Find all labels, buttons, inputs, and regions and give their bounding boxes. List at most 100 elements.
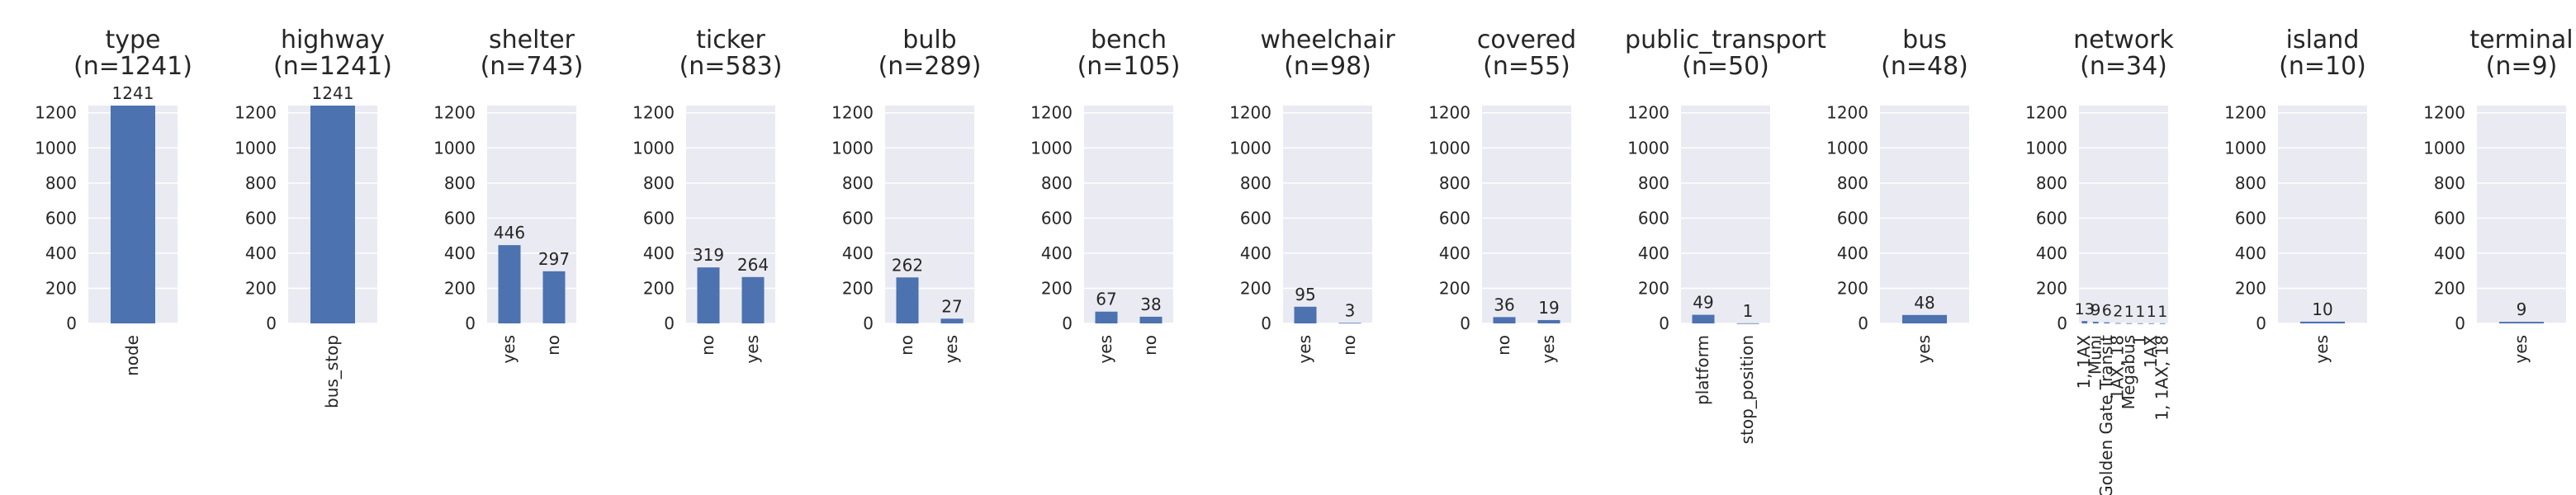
- y-tick-label: 400: [2434, 243, 2465, 263]
- bar: [1736, 323, 1759, 324]
- y-tick-label: 1000: [632, 138, 675, 158]
- y-tick-label: 1200: [831, 103, 874, 123]
- x-tick-label: platform: [1693, 335, 1712, 405]
- x-tick-label: no: [897, 335, 916, 356]
- plot-area: [1283, 106, 1372, 323]
- y-tick-label: 600: [1041, 208, 1073, 228]
- bar: [2126, 323, 2133, 324]
- y-tick-label: 400: [1638, 243, 1669, 263]
- plot-area: [1482, 106, 1571, 323]
- y-tick-label: 600: [1439, 208, 1470, 228]
- subplot-0: 0 200 400 600 800 1000 1200 type (n=1241)1241 nod…: [35, 26, 192, 376]
- x-tick-label: yes: [1096, 335, 1115, 364]
- data-label: 1: [1743, 301, 1754, 321]
- data-label: 446: [494, 223, 525, 243]
- x-tick-label: yes: [1538, 335, 1558, 364]
- y-tick-label: 200: [1240, 278, 1271, 298]
- y-tick-label: 1200: [1826, 103, 1868, 123]
- y-tick-label: 800: [2036, 173, 2067, 193]
- x-tick-label: yes: [1295, 335, 1314, 364]
- data-label: 10: [2312, 299, 2332, 319]
- subplot-7: 0 200 400 600 800 1000 1200 covered (n=55) 36 no 19…: [1428, 26, 1576, 364]
- y-tick-label: 0: [1460, 314, 1470, 333]
- x-tick-label: 1AX, 18: [2107, 335, 2127, 399]
- y-tick-label: 800: [842, 173, 874, 193]
- y-tick-label: 400: [1240, 243, 1271, 263]
- y-tick-label: 800: [643, 173, 675, 193]
- y-tick-label: 1200: [2025, 103, 2067, 123]
- y-tick-label: 400: [444, 243, 476, 263]
- plot-area: [2477, 106, 2566, 323]
- y-tick-label: 400: [1439, 243, 1470, 263]
- x-tick-label: bus_stop: [322, 335, 342, 408]
- subplot-title: network (n=34): [2073, 26, 2174, 81]
- x-tick-label: no: [543, 335, 563, 356]
- y-tick-label: 1200: [1627, 103, 1669, 123]
- bar: [1139, 316, 1163, 323]
- y-tick-label: 800: [1638, 173, 1669, 193]
- plot-area: [2079, 106, 2168, 323]
- data-label: 19: [1538, 298, 1559, 318]
- bar: [2159, 323, 2166, 324]
- subplot-3: 0 200 400 600 800 1000 1200 ticker (n=583) 319 no 2…: [632, 26, 782, 364]
- bar: [498, 245, 521, 323]
- bar: [2081, 321, 2088, 323]
- y-tick-label: 1200: [1428, 103, 1470, 123]
- plot-area: [1880, 106, 1969, 323]
- y-tick-label: 1000: [1826, 138, 1868, 158]
- y-tick-label: 600: [1837, 208, 1868, 228]
- bar: [2148, 323, 2155, 324]
- bar: [896, 277, 919, 323]
- bar: [2114, 323, 2121, 324]
- y-tick-label: 400: [1041, 243, 1073, 263]
- x-tick-label: no: [1339, 335, 1359, 356]
- bar: [2300, 321, 2345, 323]
- subplot-title: ticker (n=583): [680, 26, 783, 81]
- x-tick-label: yes: [1914, 335, 1934, 364]
- data-label: 6: [2102, 302, 2112, 320]
- bar: [111, 106, 155, 323]
- y-tick-label: 800: [444, 173, 476, 193]
- data-label: 319: [693, 245, 724, 265]
- bar: [2499, 322, 2544, 323]
- bar: [310, 106, 355, 323]
- data-label: 1: [2135, 303, 2145, 321]
- y-tick-label: 1200: [35, 103, 77, 123]
- x-tick-label: 1: [2129, 335, 2149, 346]
- y-tick-label: 400: [643, 243, 675, 263]
- data-label: 36: [1494, 295, 1514, 314]
- subplot-12: 0 200 400 600 800 1000 1200 terminal (n=9) 9 yes: [2423, 26, 2574, 364]
- y-tick-label: 400: [245, 243, 277, 263]
- y-tick-label: 1200: [632, 103, 675, 123]
- subplot-5: 0 200 400 600 800 1000 1200 bench (n=105) 67 yes 38…: [1030, 26, 1180, 364]
- data-label: 1: [2124, 303, 2134, 321]
- bar: [741, 276, 765, 323]
- y-tick-label: 800: [1439, 173, 1470, 193]
- x-tick-label: 1, 1AX: [2074, 335, 2094, 389]
- y-tick-label: 0: [1659, 314, 1669, 333]
- data-label: 9: [2517, 299, 2527, 319]
- bar: [542, 271, 566, 323]
- subplot-title: bus (n=48): [1881, 26, 1968, 81]
- y-tick-label: 400: [45, 243, 77, 263]
- x-tick-label: no: [1140, 335, 1160, 356]
- subplot-10: 0 200 400 600 800 1000 1200 network (n=34) 13 1, 1…: [2025, 26, 2174, 495]
- y-tick-label: 600: [45, 208, 77, 228]
- y-tick-label: 0: [266, 314, 277, 333]
- bar: [697, 267, 720, 323]
- y-tick-label: 0: [2057, 314, 2067, 333]
- y-tick-label: 0: [664, 314, 675, 333]
- y-tick-label: 200: [2434, 278, 2465, 298]
- y-tick-label: 0: [2455, 314, 2465, 333]
- data-label: 95: [1295, 285, 1315, 304]
- y-tick-label: 200: [2036, 278, 2067, 298]
- x-tick-label: yes: [2511, 335, 2531, 364]
- y-tick-label: 600: [842, 208, 874, 228]
- y-tick-label: 1000: [433, 138, 476, 158]
- data-label: 67: [1096, 290, 1116, 309]
- y-tick-label: 1200: [2423, 103, 2465, 123]
- y-tick-label: 0: [66, 314, 77, 333]
- x-tick-label: 1AX: [2141, 335, 2161, 368]
- y-tick-label: 0: [863, 314, 874, 333]
- y-tick-label: 200: [1837, 278, 1868, 298]
